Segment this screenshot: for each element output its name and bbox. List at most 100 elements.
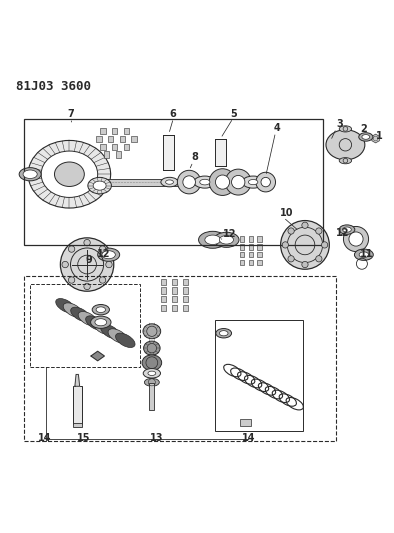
Ellipse shape xyxy=(339,126,351,132)
Text: 10: 10 xyxy=(279,208,293,218)
Text: 8: 8 xyxy=(191,152,198,163)
Bar xyxy=(215,319,303,431)
Ellipse shape xyxy=(56,298,75,313)
Circle shape xyxy=(99,277,106,283)
Ellipse shape xyxy=(339,225,355,235)
Bar xyxy=(24,119,323,245)
Ellipse shape xyxy=(143,368,160,378)
Ellipse shape xyxy=(144,378,159,386)
Bar xyxy=(257,244,262,249)
Ellipse shape xyxy=(115,333,135,348)
Ellipse shape xyxy=(28,140,111,208)
Bar xyxy=(100,143,106,150)
Bar xyxy=(116,151,121,158)
Ellipse shape xyxy=(63,303,83,317)
Polygon shape xyxy=(372,134,379,143)
Ellipse shape xyxy=(355,249,373,261)
Bar xyxy=(112,143,117,150)
Bar xyxy=(240,236,244,242)
Circle shape xyxy=(177,171,201,194)
Bar xyxy=(172,304,177,311)
Circle shape xyxy=(216,175,230,189)
Ellipse shape xyxy=(78,311,98,326)
Ellipse shape xyxy=(199,231,227,248)
Ellipse shape xyxy=(108,329,128,343)
Ellipse shape xyxy=(95,319,107,326)
Ellipse shape xyxy=(93,181,106,190)
Bar xyxy=(149,383,154,410)
Bar xyxy=(108,136,113,142)
Bar xyxy=(240,252,244,257)
Text: 15: 15 xyxy=(77,433,91,443)
Polygon shape xyxy=(91,351,104,361)
Ellipse shape xyxy=(200,179,210,185)
Bar xyxy=(112,128,117,134)
Circle shape xyxy=(99,246,106,252)
Bar xyxy=(249,260,253,265)
Text: 3: 3 xyxy=(336,119,343,129)
Bar xyxy=(183,287,188,294)
Text: 14: 14 xyxy=(242,433,256,443)
Ellipse shape xyxy=(88,177,112,194)
Circle shape xyxy=(316,256,322,262)
Bar xyxy=(104,151,110,158)
Text: 12: 12 xyxy=(97,249,110,259)
Ellipse shape xyxy=(19,168,41,181)
Ellipse shape xyxy=(142,355,162,370)
Polygon shape xyxy=(75,375,80,386)
Bar xyxy=(172,287,177,294)
Ellipse shape xyxy=(148,371,156,375)
Bar xyxy=(124,143,129,150)
Ellipse shape xyxy=(23,170,37,179)
Bar xyxy=(120,136,125,142)
Circle shape xyxy=(344,227,368,252)
Circle shape xyxy=(60,238,114,291)
Text: 81J03 3600: 81J03 3600 xyxy=(17,80,91,93)
Bar xyxy=(172,296,177,302)
Circle shape xyxy=(69,246,75,252)
Circle shape xyxy=(288,256,294,262)
Bar xyxy=(257,236,262,242)
Circle shape xyxy=(209,169,236,196)
Bar xyxy=(183,279,188,285)
Text: 12: 12 xyxy=(223,229,236,239)
Bar xyxy=(257,252,262,257)
Ellipse shape xyxy=(85,316,105,330)
Circle shape xyxy=(302,261,308,268)
Ellipse shape xyxy=(100,325,120,339)
Ellipse shape xyxy=(219,330,228,336)
Ellipse shape xyxy=(92,304,110,315)
Text: 12: 12 xyxy=(336,228,350,238)
Ellipse shape xyxy=(219,236,234,244)
Bar xyxy=(249,244,253,249)
Bar xyxy=(249,252,253,257)
Ellipse shape xyxy=(161,177,178,187)
Bar xyxy=(161,296,166,302)
Ellipse shape xyxy=(362,135,370,139)
Circle shape xyxy=(84,239,90,246)
Text: 11: 11 xyxy=(360,249,374,259)
Ellipse shape xyxy=(339,158,351,164)
Circle shape xyxy=(62,261,69,268)
Circle shape xyxy=(288,228,294,234)
Bar xyxy=(161,304,166,311)
Text: 6: 6 xyxy=(169,109,176,118)
Bar xyxy=(240,244,244,249)
Ellipse shape xyxy=(96,307,106,312)
Bar xyxy=(96,136,102,142)
Circle shape xyxy=(225,169,251,195)
Bar xyxy=(240,260,244,265)
Ellipse shape xyxy=(205,235,221,245)
Bar xyxy=(132,136,137,142)
Ellipse shape xyxy=(216,328,232,338)
Circle shape xyxy=(282,242,288,248)
Text: 5: 5 xyxy=(230,109,237,118)
Text: 9: 9 xyxy=(85,255,92,265)
Bar xyxy=(257,260,262,265)
Ellipse shape xyxy=(359,133,373,141)
Text: 7: 7 xyxy=(67,109,74,118)
Bar xyxy=(100,128,106,134)
Ellipse shape xyxy=(71,307,90,321)
Bar xyxy=(161,287,166,294)
Bar xyxy=(163,135,174,171)
